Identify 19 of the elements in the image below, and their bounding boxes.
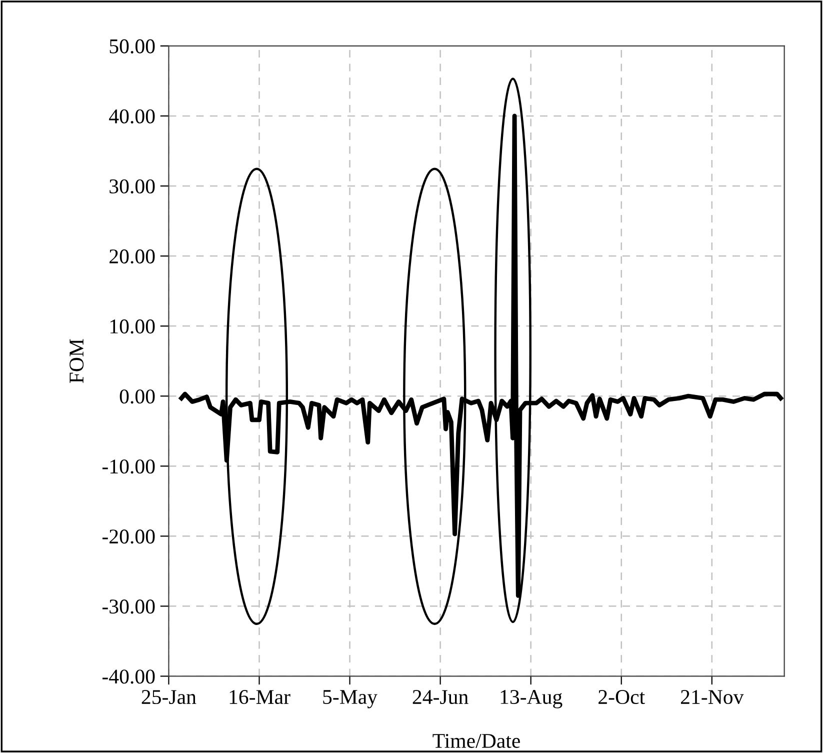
y-tick-label: 50.00 bbox=[110, 39, 155, 54]
x-tick-label: 24-Jun bbox=[412, 690, 468, 704]
x-tick-label: 16-Mar bbox=[230, 690, 290, 704]
y-axis-title: FOM bbox=[70, 339, 84, 384]
x-tick-label: 25-Jan bbox=[142, 690, 196, 704]
y-tick-label: 30.00 bbox=[110, 179, 155, 194]
x-tick-label: 21-Nov bbox=[680, 690, 744, 704]
x-tick-label: 13-Aug bbox=[500, 690, 562, 708]
y-tick-label: 10.00 bbox=[110, 319, 155, 334]
y-tick-label: -10.00 bbox=[102, 459, 155, 474]
y-tick-label: 0.00 bbox=[120, 389, 155, 404]
x-tick-label: 2-Oct bbox=[598, 690, 645, 704]
x-tick-label: 5-May bbox=[323, 690, 378, 708]
y-tick-label: -30.00 bbox=[102, 600, 155, 614]
y-tick-label: -20.00 bbox=[102, 530, 155, 544]
y-tick-label: 20.00 bbox=[110, 249, 155, 264]
y-tick-label: -40.00 bbox=[102, 670, 155, 684]
y-tick-label: 40.00 bbox=[109, 109, 155, 124]
x-axis-title: Time/Date bbox=[432, 734, 520, 748]
